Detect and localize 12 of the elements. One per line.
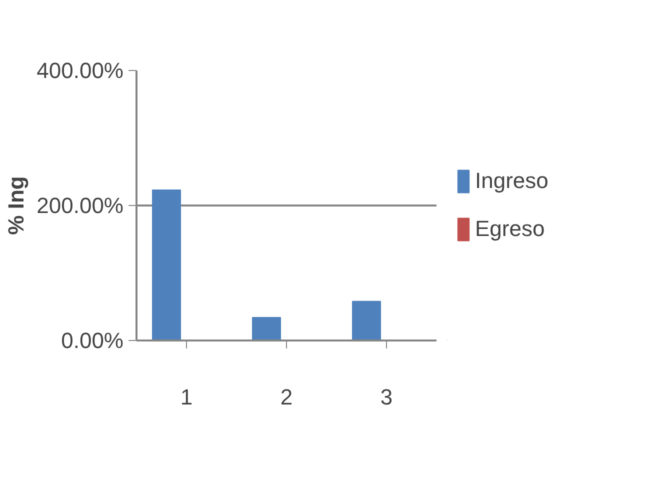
y-tick-label: 0.00% xyxy=(61,328,124,353)
legend-label: Egreso xyxy=(475,216,545,242)
y-axis-title: % Ing xyxy=(4,176,29,235)
bar xyxy=(252,317,281,340)
x-tick-label: 3 xyxy=(380,384,393,410)
y-tick-label: 400.00% xyxy=(36,58,124,83)
legend-label: Ingreso xyxy=(475,168,548,194)
x-tick-label: 2 xyxy=(280,384,293,410)
y-tick-label: 200.00% xyxy=(36,193,124,218)
bar xyxy=(152,189,181,340)
bar xyxy=(352,300,381,340)
x-tick-label: 1 xyxy=(180,384,193,410)
